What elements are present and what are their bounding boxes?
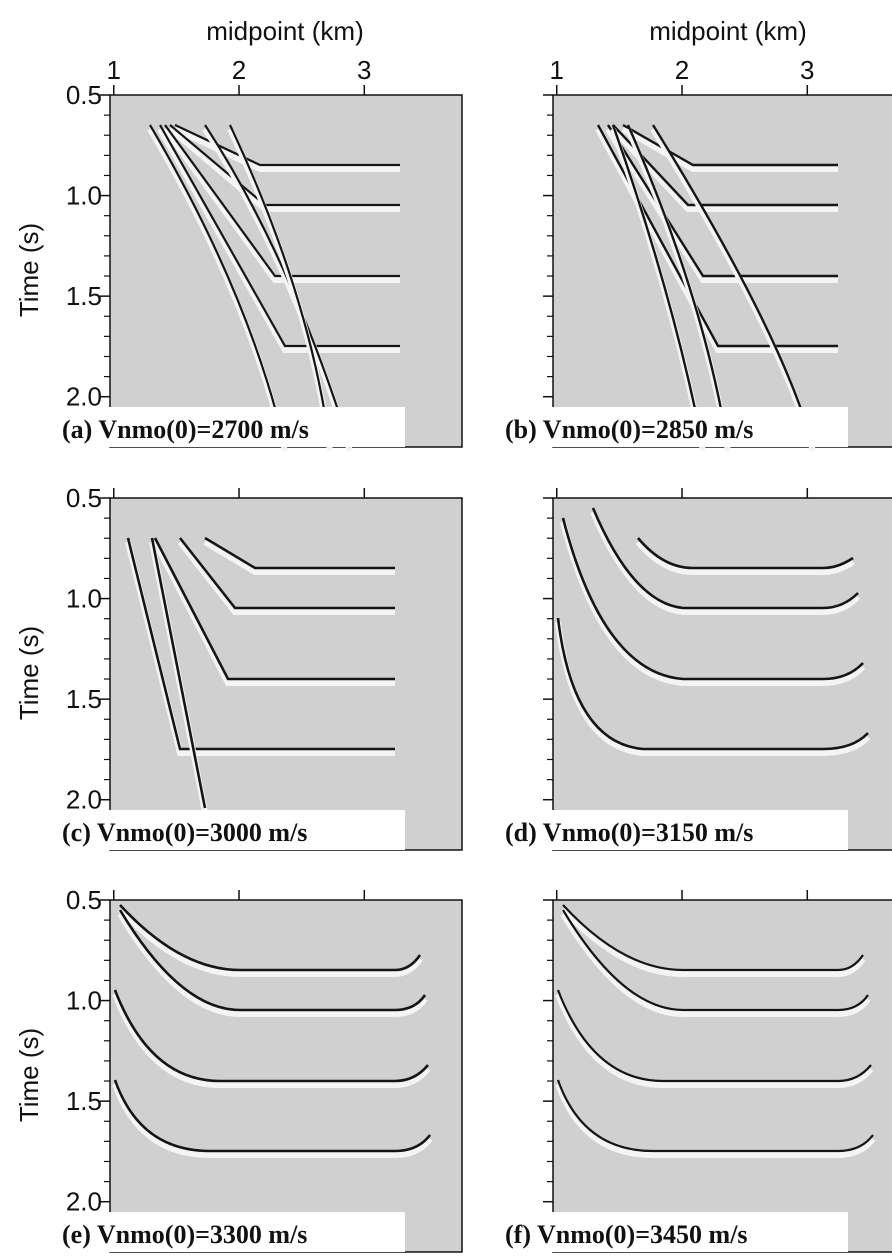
event-halo <box>590 510 861 615</box>
caption: (b) Vnmo(0)=2850 m/s <box>505 415 753 444</box>
event-halo <box>555 992 874 1088</box>
y-tick-label: 2.0 <box>66 382 102 412</box>
event-halo <box>621 126 838 172</box>
event <box>611 124 705 448</box>
caption: (e) Vnmo(0)=3300 m/s <box>62 1220 307 1249</box>
x-tick-label: 2 <box>232 55 246 85</box>
event <box>113 989 430 1083</box>
y-tick-label: 1.0 <box>66 986 102 1016</box>
event-halo <box>117 912 428 1017</box>
caption: (c) Vnmo(0)=3000 m/s <box>62 818 307 847</box>
event <box>204 124 352 448</box>
event <box>229 124 332 448</box>
seismic-events <box>555 507 871 756</box>
x-tick-label: 1 <box>107 55 121 85</box>
caption-box <box>55 407 405 447</box>
event <box>164 124 400 278</box>
y-tick-label: 1.5 <box>66 684 102 714</box>
event-halo <box>560 906 866 977</box>
panel: 0.5 1.0 1.5 2.0 Time (s) (c) Vnmo(0)=3000 m/s <box>14 483 463 851</box>
event-halo <box>162 127 400 283</box>
event <box>561 517 864 681</box>
event <box>204 536 395 570</box>
event <box>113 1079 432 1153</box>
y-tick-label: 0.5 <box>66 885 102 915</box>
caption: (d) Vnmo(0)=3150 m/s <box>505 818 753 847</box>
event <box>637 537 854 570</box>
event-halo <box>112 1083 433 1158</box>
event <box>174 124 400 167</box>
caption-box <box>498 407 848 447</box>
event <box>119 904 422 972</box>
event-halo <box>117 906 423 977</box>
event <box>606 124 838 278</box>
plot-area <box>552 899 892 1253</box>
event <box>150 537 207 809</box>
y-tick-label: 0.5 <box>66 80 102 110</box>
event <box>118 909 427 1012</box>
event-halo <box>203 539 395 575</box>
y-tick-label: 2.0 <box>66 1187 102 1217</box>
event <box>556 1079 874 1153</box>
y-tick-label: 1.0 <box>66 584 102 614</box>
y-tick-label: 1.5 <box>66 1086 102 1116</box>
event <box>562 904 864 972</box>
event <box>562 909 869 1012</box>
panel: 0.5 1.0 1.5 2.0 Time (s) (e) Vnmo(0)=3300 m/s <box>14 885 463 1253</box>
plot-area <box>109 899 463 1253</box>
y-axis-title: Time (s) <box>14 626 44 720</box>
seismic-events <box>125 536 395 813</box>
event <box>149 124 287 448</box>
panel: (d) Vnmo(0)=3150 m/s <box>498 488 892 851</box>
y-tick-label: 0.5 <box>66 483 102 513</box>
event <box>126 537 395 751</box>
event-halo <box>560 521 866 686</box>
event-halo <box>560 912 871 1017</box>
seismic-events <box>555 904 876 1158</box>
plot-area <box>552 94 892 448</box>
caption-box <box>55 810 405 850</box>
event <box>153 537 395 681</box>
event <box>626 124 730 448</box>
event <box>556 989 872 1083</box>
x-tick-label: 2 <box>675 55 689 85</box>
y-tick-label: 1.0 <box>66 181 102 211</box>
event-halo <box>177 540 395 615</box>
event-halo <box>605 127 838 283</box>
panel: 0.5 1.0 1.5 2.0 1 2 3 midpoint (km) Time (s) (a) … <box>14 16 463 452</box>
event-halo <box>157 127 400 353</box>
event-halo <box>635 540 855 575</box>
event-halo <box>555 1083 876 1158</box>
event <box>178 537 395 610</box>
event-halo <box>152 540 395 686</box>
caption-box <box>498 1212 848 1252</box>
x-tick-label: 3 <box>800 55 814 85</box>
caption: (f) Vnmo(0)=3450 m/s <box>505 1220 748 1249</box>
panel: 1 2 3 midpoint (km) (b) Vnmo(0)=2850 m/s <box>498 16 892 452</box>
caption: (a) Vnmo(0)=2700 m/s <box>62 415 309 444</box>
seismic-events <box>147 124 400 452</box>
x-tick-label: 3 <box>357 55 371 85</box>
y-tick-label: 2.0 <box>66 785 102 815</box>
plot-area <box>552 497 892 851</box>
seismic-events <box>112 904 433 1158</box>
event <box>622 123 838 167</box>
event-halo <box>202 127 353 452</box>
caption-box <box>55 1212 405 1252</box>
event <box>159 124 400 348</box>
event-halo <box>112 992 431 1088</box>
y-tick-label: 1.5 <box>66 281 102 311</box>
panel: (f) Vnmo(0)=3450 m/s <box>498 890 892 1253</box>
y-axis-title: Time (s) <box>14 223 44 317</box>
event-halo <box>173 126 400 172</box>
x-axis-title: midpoint (km) <box>206 16 363 46</box>
event <box>591 507 859 610</box>
x-tick-label: 1 <box>550 55 564 85</box>
caption-box <box>498 810 848 850</box>
y-axis-title: Time (s) <box>14 1028 44 1122</box>
x-axis-title: midpoint (km) <box>649 16 806 46</box>
event <box>556 617 869 751</box>
